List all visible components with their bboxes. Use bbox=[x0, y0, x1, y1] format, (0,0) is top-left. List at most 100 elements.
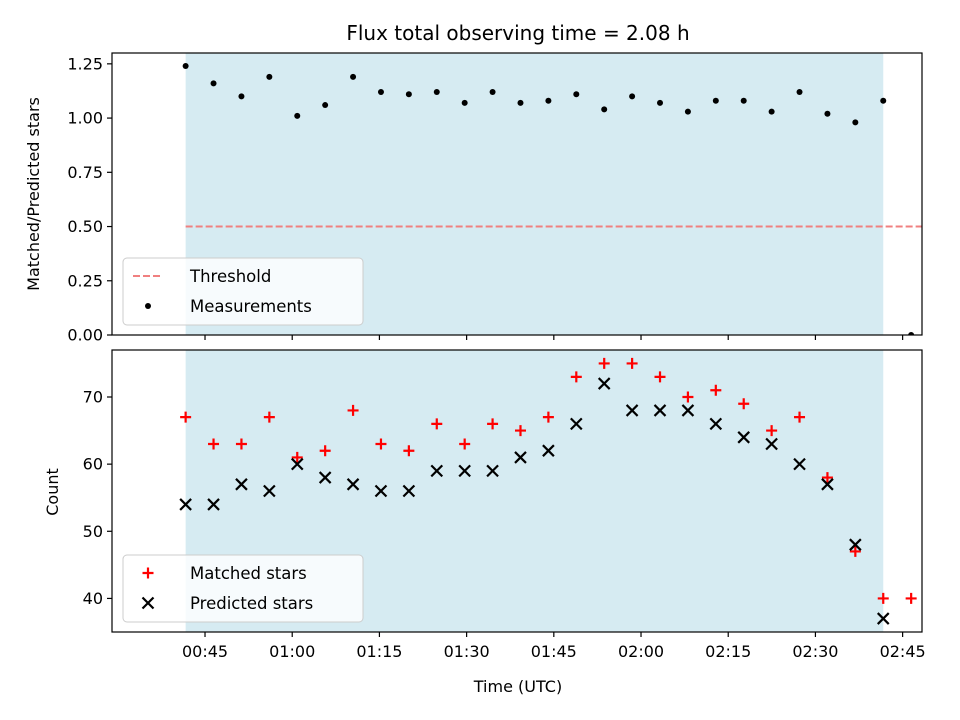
data-point bbox=[294, 112, 301, 119]
data-point bbox=[210, 80, 217, 87]
data-point bbox=[905, 592, 917, 604]
legend-label: Matched stars bbox=[190, 564, 307, 583]
data-point bbox=[266, 73, 273, 80]
data-point bbox=[712, 97, 719, 104]
data-point bbox=[821, 478, 834, 491]
data-point bbox=[235, 438, 247, 450]
data-point bbox=[318, 471, 332, 484]
y-tick-label: 0.25 bbox=[67, 271, 103, 290]
data-point bbox=[431, 418, 443, 430]
data-point bbox=[876, 612, 890, 625]
y-tick-label: 40 bbox=[83, 589, 103, 608]
data-point bbox=[601, 106, 608, 113]
data-point bbox=[346, 478, 360, 491]
bottom-axes-frame bbox=[111, 349, 923, 633]
x-tick-label: 02:00 bbox=[618, 642, 664, 661]
x-axis-label: Time (UTC) bbox=[473, 677, 562, 696]
data-point bbox=[709, 417, 723, 431]
x-tick-label: 01:30 bbox=[444, 642, 490, 661]
data-point bbox=[794, 411, 806, 423]
data-point bbox=[405, 91, 412, 98]
data-point bbox=[263, 484, 276, 498]
data-point bbox=[629, 93, 636, 100]
data-point bbox=[179, 498, 192, 511]
data-point bbox=[710, 384, 722, 396]
data-point bbox=[375, 438, 387, 450]
data-point bbox=[824, 110, 831, 117]
data-point bbox=[291, 451, 303, 463]
data-point bbox=[796, 89, 803, 96]
x-tick-label: 02:30 bbox=[792, 642, 838, 661]
series-matched-stars bbox=[180, 357, 917, 604]
x-tick-label: 02:15 bbox=[705, 642, 751, 661]
data-point bbox=[459, 438, 471, 450]
top-y-axis-label: Matched/Predicted stars bbox=[24, 97, 43, 291]
y-tick-label: 0.75 bbox=[67, 163, 103, 182]
data-point bbox=[598, 357, 610, 369]
data-point bbox=[514, 425, 526, 437]
data-point bbox=[766, 425, 778, 437]
data-point bbox=[514, 451, 527, 464]
y-tick-label: 0.50 bbox=[67, 217, 103, 236]
data-point bbox=[768, 108, 775, 115]
data-point bbox=[793, 457, 806, 471]
data-point bbox=[487, 418, 499, 430]
data-point bbox=[821, 472, 833, 484]
data-point bbox=[403, 445, 415, 457]
data-point bbox=[849, 538, 862, 551]
data-point bbox=[908, 332, 915, 335]
legend-swatch bbox=[145, 303, 151, 309]
legend-label: Predicted stars bbox=[190, 594, 313, 613]
data-point bbox=[653, 404, 667, 417]
y-tick-label: 70 bbox=[83, 388, 103, 407]
data-point bbox=[682, 391, 694, 403]
data-point bbox=[347, 404, 359, 416]
data-point bbox=[765, 437, 778, 451]
data-point bbox=[542, 411, 554, 423]
data-point bbox=[208, 438, 220, 450]
y-tick-label: 60 bbox=[83, 455, 103, 474]
legend-label: Threshold bbox=[189, 267, 271, 286]
bottom-legend: Matched stars Predicted stars bbox=[122, 554, 364, 623]
data-point bbox=[377, 89, 384, 96]
x-tick-label: 01:15 bbox=[356, 642, 402, 661]
data-point bbox=[238, 93, 245, 100]
data-point bbox=[207, 498, 220, 511]
legend-box bbox=[122, 257, 364, 326]
x-tick-label: 01:00 bbox=[269, 642, 315, 661]
data-point bbox=[545, 97, 552, 104]
top-axes-frame bbox=[111, 52, 923, 336]
data-point bbox=[738, 398, 750, 410]
data-point bbox=[458, 464, 471, 478]
data-point bbox=[182, 63, 189, 70]
chart-title: Flux total observing time = 2.08 h bbox=[346, 21, 689, 45]
data-point bbox=[433, 89, 440, 96]
top-legend: Threshold Measurements bbox=[122, 257, 364, 326]
legend-swatch bbox=[142, 567, 154, 579]
data-point bbox=[852, 119, 859, 126]
data-point bbox=[740, 97, 747, 104]
data-point bbox=[374, 484, 388, 498]
data-point bbox=[402, 484, 416, 498]
y-tick-label: 0.00 bbox=[67, 326, 103, 345]
data-point bbox=[570, 417, 583, 431]
y-tick-label: 50 bbox=[83, 522, 103, 541]
y-tick-label: 1.25 bbox=[67, 54, 103, 73]
data-point bbox=[625, 404, 639, 417]
bottom-panel: 40 50 60 70 00:45 01:00 01:15 01:30 01:45 02:00 02… bbox=[83, 349, 926, 661]
top-panel: 0.00 0.25 0.50 0.75 1.00 1.25 Threshold Measure… bbox=[67, 52, 923, 345]
x-tick-label: 02:45 bbox=[880, 642, 926, 661]
data-point bbox=[180, 411, 192, 423]
data-point bbox=[322, 102, 329, 109]
data-point bbox=[684, 108, 691, 115]
data-point bbox=[542, 444, 555, 457]
y-tick-label: 1.00 bbox=[67, 109, 103, 128]
x-tick-label: 01:45 bbox=[531, 642, 577, 661]
series-measurements bbox=[182, 63, 915, 335]
legend-swatch bbox=[141, 596, 155, 610]
legend-box bbox=[122, 554, 364, 623]
data-point bbox=[263, 411, 275, 423]
data-point bbox=[877, 592, 889, 604]
data-point bbox=[290, 457, 304, 471]
